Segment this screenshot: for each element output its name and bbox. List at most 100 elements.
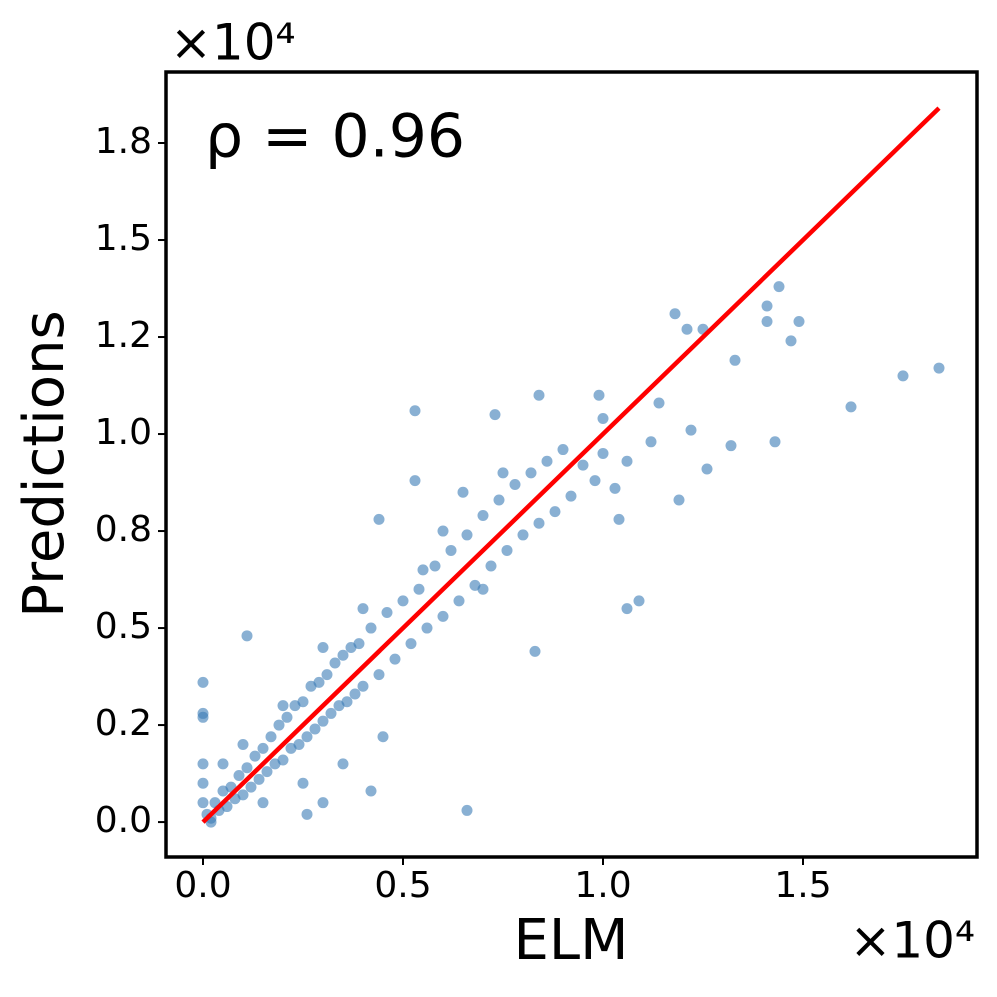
point <box>317 641 329 653</box>
point <box>245 781 257 793</box>
fit-line <box>201 106 941 824</box>
point <box>273 719 285 731</box>
point <box>325 707 337 719</box>
point <box>257 797 269 809</box>
point <box>237 789 249 801</box>
point <box>785 335 797 347</box>
y-tick-label: 0.0 <box>95 800 152 841</box>
point <box>309 723 321 735</box>
point <box>461 529 473 541</box>
point <box>241 762 253 774</box>
point <box>793 316 805 328</box>
point <box>277 754 289 766</box>
point <box>725 440 737 452</box>
point <box>409 475 421 487</box>
point <box>501 544 513 556</box>
x-offset-label: ×10⁴ <box>849 912 975 970</box>
point <box>293 738 305 750</box>
point <box>685 424 697 436</box>
point <box>197 758 209 770</box>
point <box>317 797 329 809</box>
point <box>421 622 433 634</box>
y-tick-label: 0.2 <box>95 703 152 744</box>
point <box>613 513 625 525</box>
point <box>845 401 857 413</box>
point <box>233 770 245 782</box>
point <box>301 731 313 743</box>
point <box>557 444 569 456</box>
point <box>437 610 449 622</box>
point <box>397 595 409 607</box>
point <box>773 281 785 293</box>
point <box>457 486 469 498</box>
point <box>353 638 365 650</box>
point <box>477 583 489 595</box>
y-axis-label: Predictions <box>12 310 77 617</box>
point <box>357 680 369 692</box>
point <box>493 494 505 506</box>
point <box>365 622 377 634</box>
point <box>357 603 369 615</box>
x-tick-label: 1.5 <box>774 865 831 906</box>
point <box>217 758 229 770</box>
point <box>313 676 325 688</box>
y-tick-label: 1.5 <box>95 218 152 259</box>
point <box>337 758 349 770</box>
point <box>265 731 277 743</box>
point <box>533 389 545 401</box>
y-tick-label: 0.5 <box>95 606 152 647</box>
point <box>565 490 577 502</box>
point <box>729 354 741 366</box>
point <box>445 544 457 556</box>
point <box>197 797 209 809</box>
point <box>633 595 645 607</box>
point <box>197 711 209 723</box>
point <box>621 603 633 615</box>
point <box>597 413 609 425</box>
point <box>589 475 601 487</box>
point <box>597 447 609 459</box>
point <box>257 742 269 754</box>
point <box>509 478 521 490</box>
point <box>525 467 537 479</box>
point <box>497 467 509 479</box>
point <box>405 638 417 650</box>
y-tick-label: 1.0 <box>95 412 152 453</box>
point <box>437 525 449 537</box>
point <box>349 688 361 700</box>
point <box>277 700 289 712</box>
point <box>297 777 309 789</box>
point <box>197 676 209 688</box>
point <box>429 560 441 572</box>
point <box>297 696 309 708</box>
x-tick-label: 0.0 <box>174 865 231 906</box>
point <box>533 517 545 529</box>
point <box>453 595 465 607</box>
x-tick-label: 0.5 <box>374 865 431 906</box>
point <box>301 808 313 820</box>
point <box>261 766 273 778</box>
point <box>489 409 501 421</box>
y-tick-label: 1.2 <box>95 315 152 356</box>
point <box>241 630 253 642</box>
point <box>621 455 633 467</box>
point <box>541 455 553 467</box>
point <box>329 657 341 669</box>
point <box>681 323 693 335</box>
point <box>337 649 349 661</box>
point <box>761 300 773 312</box>
point <box>645 436 657 448</box>
point <box>197 777 209 789</box>
point <box>365 785 377 797</box>
plot-frame <box>164 70 979 859</box>
point <box>373 513 385 525</box>
point <box>253 773 265 785</box>
point <box>377 731 389 743</box>
y-tick-label: 0.8 <box>95 509 152 550</box>
point <box>701 463 713 475</box>
point <box>389 653 401 665</box>
x-tick-label: 1.0 <box>574 865 631 906</box>
point <box>933 362 945 374</box>
point <box>413 583 425 595</box>
